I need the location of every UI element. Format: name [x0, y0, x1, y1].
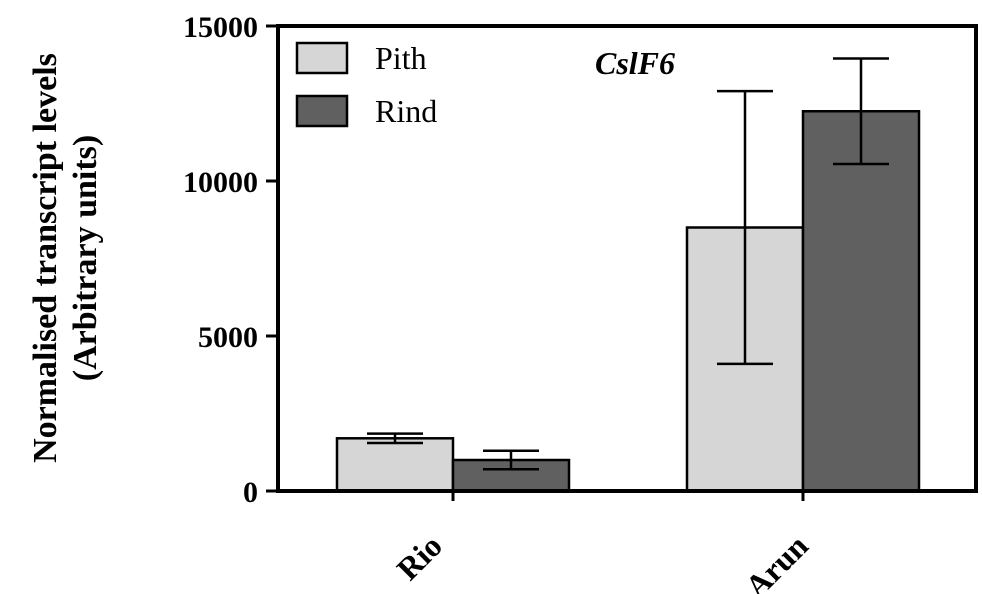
legend-swatch-pith [295, 41, 349, 75]
y-tick-label: 5000 [198, 321, 258, 354]
legend-label-pith: Pith [375, 40, 427, 76]
legend-label-rind: Rind [375, 93, 437, 129]
error-bars [367, 57, 889, 471]
bar-rind-arun [801, 110, 921, 493]
y-axis-title-line2: (Arbitrary units) [67, 135, 104, 381]
y-axis-title: Normalised transcript levels (Arbitrary … [27, 53, 104, 463]
bars [335, 110, 921, 493]
y-tick-label: 10000 [183, 166, 258, 199]
y-axis-ticks: 0 5000 10000 15000 [183, 11, 278, 509]
plot-frame [276, 24, 978, 493]
bar-pith-rio [335, 437, 455, 493]
x-axis-categories: Rio Arun [390, 491, 815, 594]
x-category-label: Rio [390, 527, 449, 586]
y-axis-title-line1: Normalised transcript levels [27, 53, 64, 463]
x-category-label: Arun [738, 527, 815, 594]
y-tick-label: 0 [243, 476, 258, 509]
legend-swatch-rind [295, 94, 349, 128]
chart-annotation: CslF6 [595, 45, 675, 81]
legend: Pith Rind [295, 40, 437, 129]
y-tick-label: 15000 [183, 11, 258, 44]
